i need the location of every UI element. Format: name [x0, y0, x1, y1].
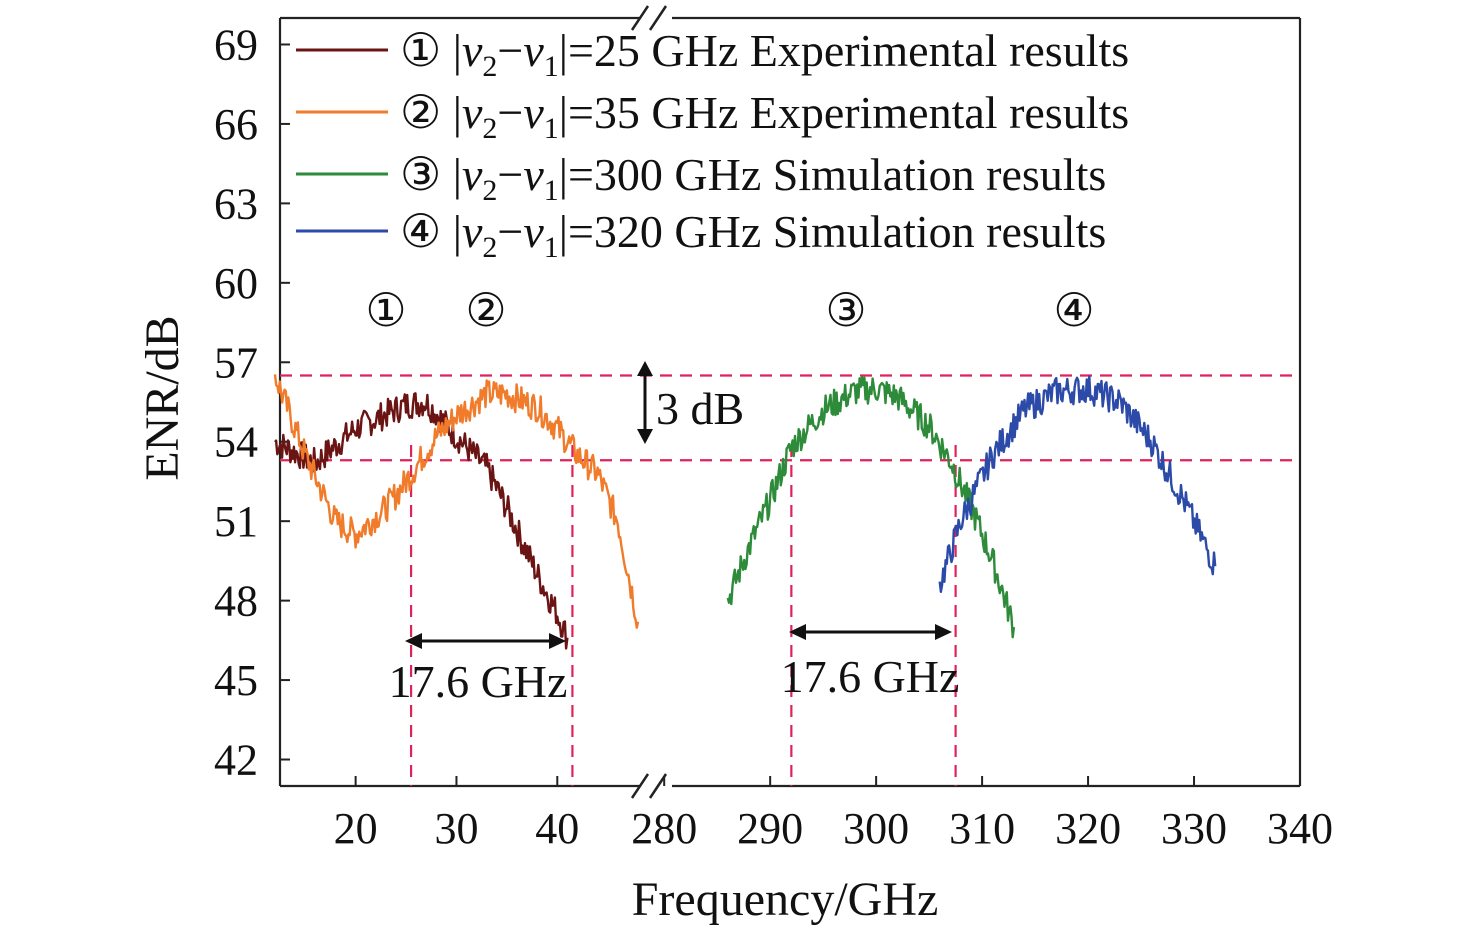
x-tick-label: 340	[1267, 804, 1333, 853]
bw-left-arrow-head-left	[405, 633, 422, 649]
bandwidth-left-annotation: 17.6 GHz	[389, 633, 568, 707]
legend-entry-2: ② |v2−v1|=35 GHz Experimental results	[400, 87, 1129, 145]
curve-label-1: ①	[365, 285, 406, 336]
x-tick-label: 320	[1055, 804, 1121, 853]
series-line-3	[726, 375, 1016, 639]
x-tick-label: 330	[1161, 804, 1227, 853]
bw-right-arrow-head-right	[935, 624, 952, 640]
series-line-2	[273, 374, 640, 629]
three-db-arrow-head-down	[637, 429, 653, 444]
bandwidth-right-annotation: 17.6 GHz	[781, 624, 960, 702]
axis-break-top	[630, 5, 668, 31]
curve-labels: ① ② ③ ④	[365, 285, 1094, 336]
y-axis-title: ENR/dB	[136, 315, 189, 480]
plot-frame	[278, 16, 1302, 788]
bw-right-arrow-head-left	[789, 624, 806, 640]
series-line-4	[938, 375, 1217, 593]
x-tick-label: 280	[631, 804, 697, 853]
x-tick-label: 30	[434, 804, 478, 853]
bw-left-arrow-head-right	[549, 633, 566, 649]
y-tick-label: 66	[214, 100, 258, 149]
x-axis-ticks: 20 30 40 280 290 300 310 320 330 340	[334, 776, 1333, 853]
legend-entry-1: ① |v2−v1|=25 GHz Experimental results	[400, 25, 1129, 83]
y-tick-label: 42	[214, 736, 258, 785]
legend-entry-3: ③ |v2−v1|=300 GHz Simulation results	[400, 149, 1106, 207]
three-db-annotation: 3 dB	[637, 361, 744, 444]
curve-label-3: ③	[825, 285, 866, 336]
y-tick-label: 60	[214, 259, 258, 308]
curve-label-4: ④	[1053, 285, 1094, 336]
curve-label-2: ②	[465, 285, 506, 336]
three-db-label: 3 dB	[656, 383, 744, 434]
y-axis-ticks: 42 45 48 51 54 57 60 63 66 69	[214, 20, 290, 785]
x-axis-title: Frequency/GHz	[632, 873, 939, 926]
bw-left-label: 17.6 GHz	[389, 656, 568, 707]
bw-right-label: 17.6 GHz	[781, 651, 960, 702]
series-group	[273, 374, 1217, 650]
y-tick-label: 69	[214, 20, 258, 69]
x-tick-label: 300	[843, 804, 909, 853]
x-tick-label: 310	[949, 804, 1015, 853]
y-tick-label: 57	[214, 338, 258, 387]
y-tick-label: 51	[214, 497, 258, 546]
legend-entry-4: ④ |v2−v1|=320 GHz Simulation results	[400, 206, 1106, 264]
x-tick-label: 20	[334, 804, 378, 853]
series-line-1	[274, 392, 569, 650]
three-db-arrow-head-up	[637, 361, 653, 376]
y-tick-label: 45	[214, 656, 258, 705]
x-tick-label: 290	[737, 804, 803, 853]
y-tick-label: 63	[214, 179, 258, 228]
y-tick-label: 48	[214, 577, 258, 626]
y-tick-label: 54	[214, 418, 258, 467]
x-tick-label: 40	[535, 804, 579, 853]
reference-lines	[280, 374, 1300, 786]
